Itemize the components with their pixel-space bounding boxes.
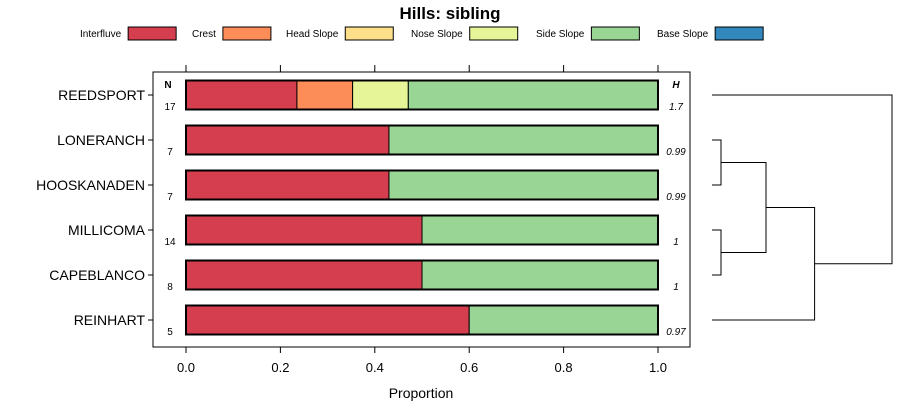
dendrogram-link-0 [712, 139, 722, 186]
legend-swatch-nose-slope [469, 26, 519, 41]
chart-title: Hills: sibling [399, 4, 500, 23]
bar-segment-capeblanco-interfluve [185, 260, 423, 290]
n-header: N [164, 80, 171, 91]
h-value-hooskanaden: 0.99 [666, 192, 686, 203]
bar-segment-loneranch-interfluve [185, 125, 390, 155]
bar-segment-millicoma-interfluve [185, 215, 423, 245]
legend-label-interfluve: Interfluve [80, 29, 122, 40]
legend-label-side-slope: Side Slope [536, 29, 585, 40]
bar-outline-hooskanaden [185, 169, 659, 201]
legend-label-crest: Crest [192, 29, 216, 40]
dendrogram-link-2 [721, 162, 767, 253]
row-label-capeblanco: CAPEBLANCO [49, 267, 145, 283]
x-tick-label: 0.4 [366, 360, 384, 375]
x-tick-label: 0.6 [460, 360, 478, 375]
row-label-loneranch: LONERANCH [57, 132, 145, 148]
legend-label-base-slope: Base Slope [657, 29, 709, 40]
legend-swatch-side-slope [590, 26, 640, 41]
x-axis: 0.0 0.2 0.4 0.6 0.8 1.0 [177, 347, 667, 375]
row-label-millicoma: MILLICOMA [68, 222, 146, 238]
dendrogram-link-1 [712, 229, 722, 276]
bar-segment-reinhart-side-slope [468, 305, 659, 335]
x-axis-title: Proportion [389, 385, 454, 401]
legend-swatch-head-slope [344, 26, 394, 41]
n-value-reedsport: 17 [164, 102, 176, 113]
h-value-reedsport: 1.7 [669, 102, 683, 113]
h-value-reinhart: 0.97 [666, 327, 686, 338]
n-value-reinhart: 5 [167, 327, 173, 338]
dendrogram [712, 94, 893, 321]
bar-segment-reedsport-side-slope [407, 80, 659, 110]
bar-rows: REEDSPORT 17 1.7 LONERANCH 7 0.99 HOOSKANADEN 7… [36, 79, 686, 338]
bar-segment-reinhart-interfluve [185, 305, 470, 335]
bar-segment-millicoma-side-slope [421, 215, 659, 245]
n-value-hooskanaden: 7 [167, 192, 173, 203]
bar-segment-hooskanaden-interfluve [185, 170, 390, 200]
legend: Interfluve Crest Head Slope Nose Slope Side … [80, 26, 764, 41]
bar-outline-millicoma [185, 214, 659, 246]
h-value-millicoma: 1 [673, 237, 679, 248]
top-axis-ticks [185, 65, 659, 72]
dendrogram-link-4 [712, 94, 893, 265]
x-tick-label: 0.0 [177, 360, 195, 375]
x-tick-label: 0.2 [271, 360, 289, 375]
legend-label-head-slope: Head Slope [286, 29, 339, 40]
h-value-capeblanco: 1 [673, 282, 679, 293]
legend-label-nose-slope: Nose Slope [411, 29, 463, 40]
bar-outline-reinhart [185, 304, 659, 336]
h-value-loneranch: 0.99 [666, 147, 686, 158]
bar-segment-hooskanaden-side-slope [388, 170, 659, 200]
bar-segment-capeblanco-side-slope [421, 260, 659, 290]
bar-outline-loneranch [185, 124, 659, 156]
n-value-millicoma: 14 [164, 237, 176, 248]
legend-swatch-base-slope [714, 26, 764, 41]
row-label-reedsport: REEDSPORT [58, 87, 145, 103]
x-tick-label: 0.8 [555, 360, 573, 375]
n-value-capeblanco: 8 [167, 282, 173, 293]
plot-frame [152, 71, 691, 348]
bar-outline-capeblanco [185, 259, 659, 291]
x-tick-label: 1.0 [649, 360, 667, 375]
h-header: H [672, 80, 680, 91]
bar-segment-reedsport-interfluve [185, 80, 298, 110]
row-label-reinhart: REINHART [74, 312, 146, 328]
bar-outline-reedsport [185, 79, 659, 111]
row-label-hooskanaden: HOOSKANADEN [36, 177, 145, 193]
bar-segment-reedsport-crest [296, 80, 354, 110]
legend-swatch-crest [222, 26, 272, 41]
bar-segment-reedsport-nose-slope [352, 80, 409, 110]
n-value-loneranch: 7 [167, 147, 173, 158]
bar-segment-loneranch-side-slope [388, 125, 659, 155]
legend-swatch-interfluve [127, 26, 177, 41]
dendrogram-link-3 [712, 207, 816, 321]
